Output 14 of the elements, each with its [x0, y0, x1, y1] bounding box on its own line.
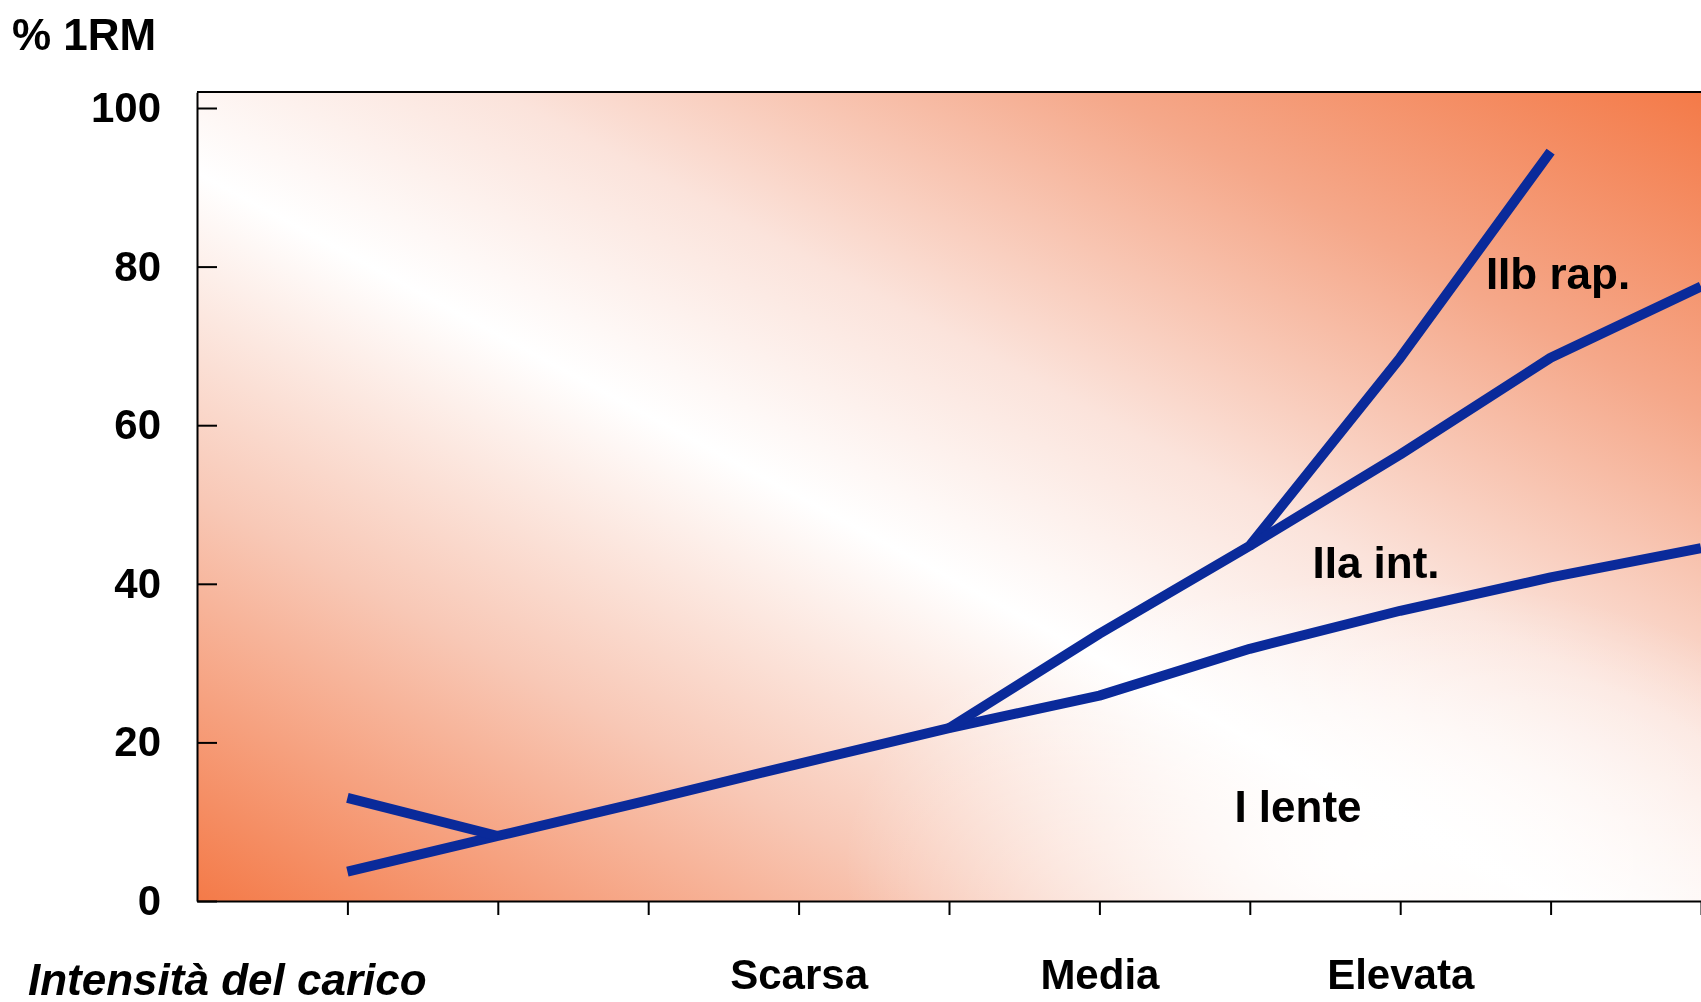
y-tick-label: 80 [114, 242, 161, 290]
y-axis-title: % 1RM [12, 10, 157, 59]
y-tick-label: 100 [90, 83, 161, 131]
y-tick-label: 40 [114, 559, 161, 607]
x-tick-label: Elevata [1327, 950, 1475, 998]
x-axis-title: Intensità del carico [28, 955, 427, 1002]
y-tick-label: 20 [114, 718, 161, 766]
x-tick-label: Media [1040, 950, 1161, 998]
y-tick-label: 60 [114, 401, 161, 449]
x-tick-label: Scarsa [730, 950, 869, 998]
annotation: IIb rap. [1485, 248, 1631, 298]
y-tick-label: 0 [137, 876, 161, 924]
annotation: IIa int. [1312, 537, 1440, 587]
annotation: I lente [1234, 781, 1362, 831]
